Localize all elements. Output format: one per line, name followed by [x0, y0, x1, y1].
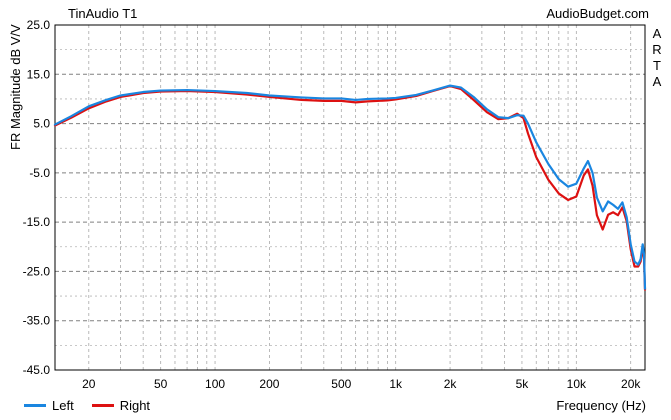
legend-item-left: Left: [24, 398, 74, 413]
x-tick-label: 100: [205, 377, 225, 391]
y-tick-label: -15.0: [23, 215, 51, 229]
legend: Left Right: [24, 398, 168, 413]
x-tick-label: 20: [82, 377, 96, 391]
y-tick-label: 5.0: [33, 117, 50, 131]
legend-swatch-left: [24, 404, 46, 407]
legend-item-right: Right: [91, 398, 151, 413]
legend-label-right: Right: [119, 398, 151, 413]
x-tick-label: 20k: [621, 377, 641, 391]
series-line-left: [53, 84, 647, 290]
x-tick-label: 10k: [567, 377, 587, 391]
y-tick-label: -45.0: [23, 363, 51, 377]
source-credit: AudioBudget.com: [546, 6, 649, 21]
y-tick-label: -35.0: [23, 314, 51, 328]
x-tick-label: 1k: [389, 377, 403, 391]
x-tick-label: 2k: [444, 377, 458, 391]
x-tick-label: 500: [331, 377, 351, 391]
legend-swatch-right: [91, 404, 114, 407]
y-tick-label: -25.0: [23, 264, 51, 278]
x-axis-label: Frequency (Hz): [556, 398, 646, 413]
legend-label-left: Left: [52, 398, 74, 413]
x-tick-label: 50: [154, 377, 168, 391]
y-tick-label: 15.0: [27, 67, 51, 81]
x-tick-label: 200: [259, 377, 279, 391]
y-tick-label: -5.0: [29, 166, 50, 180]
y-tick-label: 25.0: [27, 18, 51, 32]
plot-border: [54, 24, 646, 371]
arta-label: ARTA: [652, 26, 662, 89]
x-tick-label: 5k: [516, 377, 530, 391]
chart-title: TinAudio T1: [68, 6, 138, 21]
